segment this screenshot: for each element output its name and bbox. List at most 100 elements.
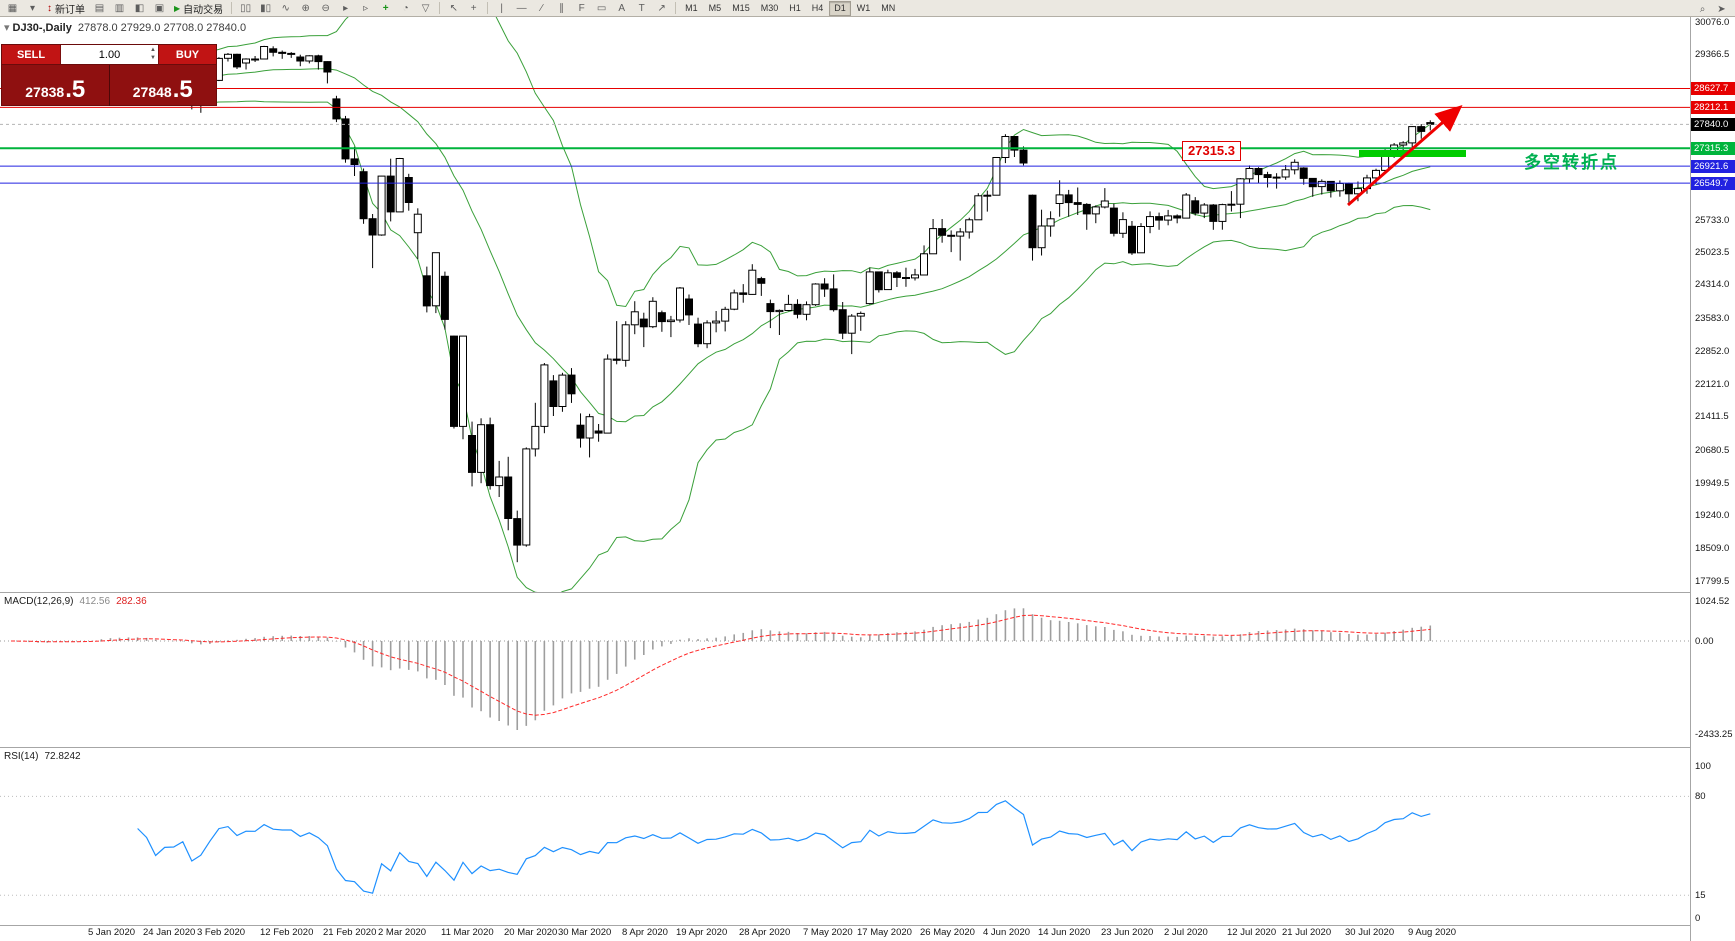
price-line-badge: 28627.7 bbox=[1691, 82, 1735, 95]
date-axis-label: 2 Jul 2020 bbox=[1164, 927, 1208, 938]
chart-shift-icon[interactable]: ▹ bbox=[363, 2, 369, 14]
shapes-icon[interactable]: ▭ bbox=[596, 2, 607, 14]
candle-body bbox=[413, 213, 422, 234]
candle-body bbox=[1263, 174, 1272, 179]
macd-pane[interactable] bbox=[0, 593, 1690, 747]
buy-price-button[interactable]: 27848.5 bbox=[132, 75, 193, 103]
arrows-icon[interactable]: ↗ bbox=[657, 2, 666, 14]
pointer-icon[interactable]: ➤ bbox=[1717, 3, 1726, 15]
candle-body bbox=[757, 278, 766, 284]
date-axis-label: 30 Mar 2020 bbox=[558, 927, 612, 938]
search-icon[interactable]: ⌕ bbox=[1699, 3, 1706, 15]
zoom-in-icon[interactable]: ⊕ bbox=[301, 2, 310, 14]
bar-chart-icon[interactable]: ▯▯ bbox=[240, 2, 252, 14]
timeframe-button-w1[interactable]: W1 bbox=[856, 3, 871, 13]
rsi-pane[interactable] bbox=[0, 748, 1690, 925]
sell-button[interactable]: SELL bbox=[2, 45, 61, 64]
price-axis-label: 29366.5 bbox=[1695, 49, 1730, 61]
crosshair-icon[interactable]: + bbox=[470, 2, 477, 14]
price-axis[interactable]: 30076.0 29366.5 25733.0 25023.5 24314.0 23583… bbox=[1690, 17, 1735, 941]
timeframe-button-m15[interactable]: M15 bbox=[732, 3, 750, 13]
indicators-icon[interactable]: + bbox=[382, 2, 389, 14]
candle-body bbox=[1118, 219, 1127, 234]
date-axis-label: 24 Jan 2020 bbox=[143, 927, 196, 938]
candlestick-chart-icon[interactable]: ▮▯ bbox=[260, 2, 272, 14]
trend-arrow[interactable] bbox=[1347, 105, 1463, 207]
price-line-badge: 28212.1 bbox=[1691, 100, 1735, 114]
auto-scroll-icon[interactable]: ▸ bbox=[343, 2, 349, 14]
timeframe-button-h1[interactable]: H1 bbox=[789, 3, 801, 13]
autotrading-button[interactable]: ▶ 自动交易 bbox=[170, 1, 227, 16]
sell-price-button[interactable]: 27838.5 bbox=[2, 65, 110, 106]
candle-body bbox=[1082, 203, 1091, 215]
candle-body bbox=[1326, 180, 1335, 192]
navigator-icon[interactable]: ◧ bbox=[134, 2, 145, 14]
channel-icon[interactable]: ∥ bbox=[559, 2, 565, 14]
volume-down-icon[interactable]: ▼ bbox=[150, 55, 156, 61]
candle-body bbox=[350, 158, 359, 165]
turning-point-annotation[interactable]: 多空转折点 bbox=[1524, 153, 1619, 172]
price-line-badge: 27840.0 bbox=[1691, 117, 1735, 131]
candle-body bbox=[585, 416, 594, 439]
fibonacci-icon[interactable]: F bbox=[578, 2, 585, 14]
candle-body bbox=[531, 425, 540, 450]
new-chart-icon[interactable]: ▦ bbox=[7, 2, 18, 14]
candle-body bbox=[748, 269, 757, 295]
periods-icon[interactable]: ◔ bbox=[402, 2, 409, 14]
price-axis-label: 22852.0 bbox=[1695, 345, 1730, 357]
date-axis-label: 11 Mar 2020 bbox=[441, 927, 494, 938]
candle-body bbox=[721, 308, 730, 322]
trendline-icon[interactable]: ∕ bbox=[540, 2, 543, 14]
timeframe-button-d1[interactable]: D1 bbox=[829, 0, 851, 16]
candle-body bbox=[1064, 194, 1073, 204]
timeframe-button-mn[interactable]: MN bbox=[881, 3, 896, 13]
timeframe-button-m5[interactable]: M5 bbox=[708, 3, 722, 13]
chart-symbol-ohlc: ▾ DJ30-,Daily 27878.0 27929.0 27708.0 2784… bbox=[4, 21, 246, 34]
timeframe-button-m30[interactable]: M30 bbox=[760, 3, 779, 13]
data-window-icon[interactable]: ▥ bbox=[114, 2, 125, 14]
candle-body bbox=[793, 303, 802, 315]
timeframe-button-h4[interactable]: H4 bbox=[811, 3, 824, 13]
date-axis-label: 26 May 2020 bbox=[920, 927, 975, 938]
volume-input[interactable]: 1.00 ▲ ▼ bbox=[61, 45, 158, 64]
date-axis[interactable]: 5 Jan 2020 24 Jan 2020 3 Feb 2020 12 Feb 20… bbox=[0, 926, 1690, 941]
text-icon[interactable]: A bbox=[618, 2, 625, 14]
line-chart-icon[interactable]: ∿ bbox=[281, 2, 290, 14]
date-axis-label: 20 Mar 2020 bbox=[504, 927, 558, 938]
candle-body bbox=[676, 287, 684, 321]
cursor-icon[interactable]: ↖ bbox=[449, 2, 458, 14]
candle-body bbox=[1408, 126, 1417, 144]
one-click-trading-panel: SELL 1.00 ▲ ▼ BUY 27838.5 27848.5 bbox=[1, 44, 217, 106]
macd-signal-line bbox=[10, 614, 1431, 716]
candle-body bbox=[296, 56, 305, 62]
candle-body bbox=[224, 53, 232, 59]
zoom-out-icon[interactable]: ⊖ bbox=[321, 2, 330, 14]
candle-body bbox=[305, 55, 314, 62]
terminal-icon[interactable]: ▣ bbox=[154, 2, 165, 14]
templates-icon[interactable]: ▽ bbox=[421, 2, 430, 14]
symbol-label: DJ30-,Daily bbox=[12, 22, 72, 34]
pane-separator[interactable] bbox=[0, 592, 1735, 593]
horizontal-line-icon[interactable]: — bbox=[516, 2, 527, 14]
candle-body bbox=[929, 228, 938, 255]
vertical-line-icon[interactable]: | bbox=[500, 2, 503, 14]
ohlc-values: 27878.0 27929.0 27708.0 27840.0 bbox=[77, 22, 247, 34]
timeframe-button-m1[interactable]: M1 bbox=[685, 3, 698, 13]
price-axis-label: 17799.5 bbox=[1695, 575, 1730, 587]
candle-body bbox=[1281, 169, 1290, 178]
toolbar-separator bbox=[439, 2, 441, 14]
volume-up-icon[interactable]: ▲ bbox=[150, 47, 156, 53]
support-zone-highlight[interactable] bbox=[1359, 150, 1466, 157]
one-click-toggle-icon[interactable]: ▾ bbox=[4, 22, 10, 34]
new-order-button[interactable]: ↕ 新订单 bbox=[43, 1, 89, 16]
price-annotation-label[interactable]: 27315.3 bbox=[1182, 141, 1241, 161]
market-watch-icon[interactable]: ▤ bbox=[94, 2, 105, 14]
candle-body bbox=[1236, 178, 1245, 205]
chart-profiles-icon[interactable]: ▾ bbox=[29, 2, 36, 14]
price-chart[interactable] bbox=[0, 17, 1690, 592]
buy-button[interactable]: BUY bbox=[158, 45, 216, 64]
price-axis-label: 25023.5 bbox=[1695, 247, 1730, 258]
pane-separator[interactable] bbox=[0, 747, 1735, 748]
label-icon[interactable]: T bbox=[638, 2, 645, 14]
price-axis-label: 23583.0 bbox=[1695, 312, 1730, 324]
